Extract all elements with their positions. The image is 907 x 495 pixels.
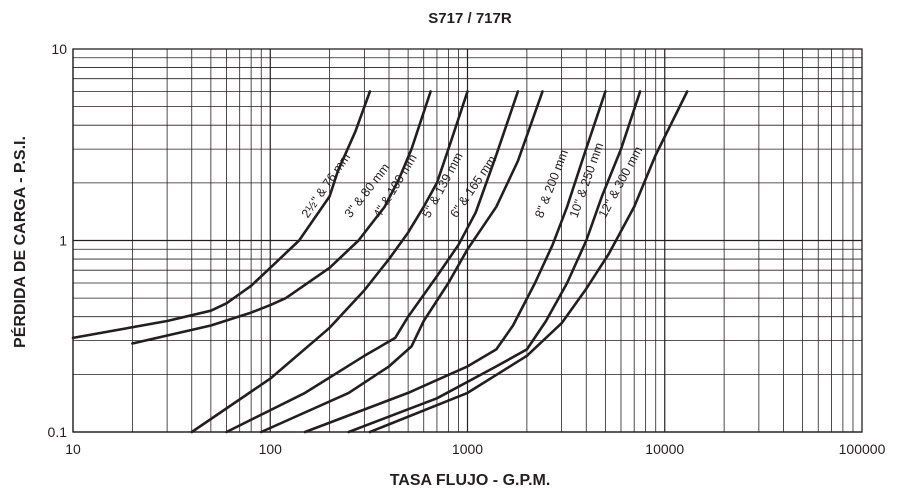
chart-title: S717 / 717R — [428, 10, 512, 27]
curve-7 — [347, 90, 642, 434]
curve-6 — [303, 90, 607, 434]
x-tick-label: 10000 — [645, 441, 684, 457]
curve-5 — [259, 90, 544, 434]
x-tick-label: 10 — [65, 441, 81, 457]
x-axis-label: TASA FLUJO - G.P.M. — [390, 472, 551, 489]
curve-1 — [71, 90, 372, 340]
curve-2 — [131, 90, 432, 345]
y-tick-label: 1 — [59, 233, 67, 249]
curve-label-8: 12" & 300 mm — [596, 144, 646, 220]
curves — [71, 90, 689, 434]
curve-3 — [190, 90, 469, 434]
curve-4 — [225, 90, 520, 434]
x-tick-label: 100000 — [839, 441, 886, 457]
curve-8 — [368, 90, 689, 434]
grid — [72, 49, 862, 433]
y-axis-label: PÉRDIDA DE CARGA - P.S.I. — [10, 136, 29, 348]
tick-labels: 10 100 1000 10000 100000 0.1 1 10 — [48, 41, 886, 457]
plot-frame — [72, 48, 863, 433]
x-tick-label: 1000 — [452, 441, 483, 457]
x-tick-label: 100 — [259, 441, 283, 457]
y-tick-label: 10 — [51, 41, 67, 57]
curve-labels: 2½" & 76 mm3" & 80 mm4" & 100 mm 5" & 139… — [299, 141, 646, 221]
y-tick-label: 0.1 — [48, 424, 68, 440]
